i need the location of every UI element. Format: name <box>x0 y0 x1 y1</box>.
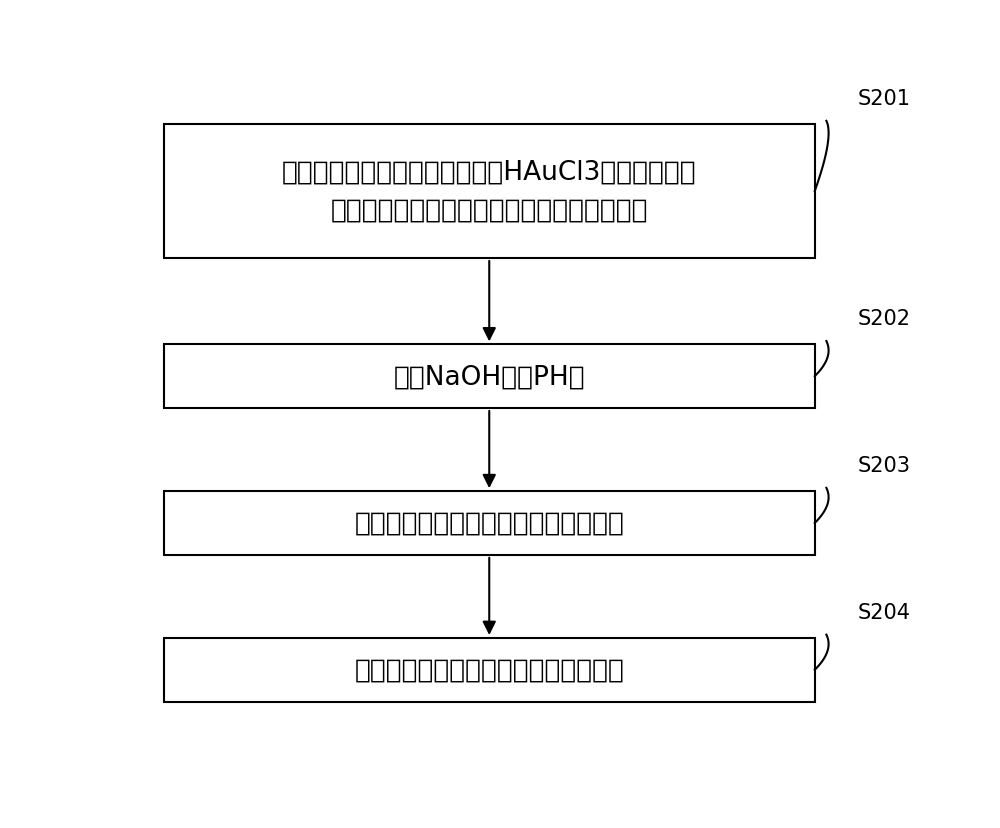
Text: 加入NaOH调节PH值: 加入NaOH调节PH值 <box>393 363 585 390</box>
Text: S201: S201 <box>857 89 910 109</box>
Text: 去离子水配置唾液酸溶液，加入HAuCl3溶液混合后，
混合溶液缓缓注入放置金纳米阵列的烧杯中。: 去离子水配置唾液酸溶液，加入HAuCl3溶液混合后， 混合溶液缓缓注入放置金纳米… <box>282 160 697 224</box>
Text: 水浴锅加热，直至溶液颜色变为暗红色: 水浴锅加热，直至溶液颜色变为暗红色 <box>354 510 624 537</box>
FancyBboxPatch shape <box>164 125 815 259</box>
FancyBboxPatch shape <box>164 344 815 408</box>
Text: 溶液自然冷却后，取出金纳米阵列洗涤: 溶液自然冷却后，取出金纳米阵列洗涤 <box>354 657 624 683</box>
FancyBboxPatch shape <box>164 492 815 556</box>
Text: S204: S204 <box>857 602 910 622</box>
Text: S203: S203 <box>857 455 910 475</box>
Text: S202: S202 <box>857 309 910 329</box>
FancyBboxPatch shape <box>164 638 815 702</box>
